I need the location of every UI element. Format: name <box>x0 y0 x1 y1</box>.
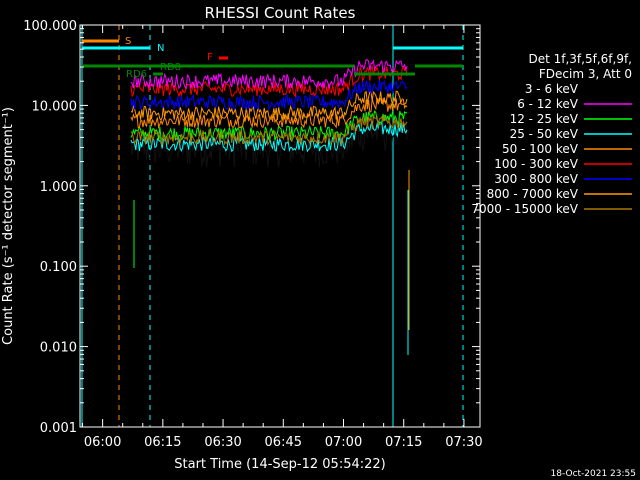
plot-frame <box>79 24 481 428</box>
legend-label: 100 - 300 keV <box>494 157 578 171</box>
series-line <box>130 97 408 130</box>
x-tick-label: 06:30 <box>204 435 241 450</box>
annotation-label: RD8 <box>160 62 181 73</box>
annotation-label: S <box>125 36 131 47</box>
legend-label: 50 - 100 keV <box>502 142 579 156</box>
legend-label: 12 - 25 keV <box>510 112 579 126</box>
x-axis: 06:00 06:15 06:30 06:45 07:00 07:15 07:30 <box>82 25 483 450</box>
legend-label: 25 - 50 keV <box>510 127 579 141</box>
x-tick-label: 06:15 <box>144 435 181 450</box>
series-line <box>130 58 408 90</box>
legend-label: 800 - 7000 keV <box>487 187 579 201</box>
y-tick-label: 10.000 <box>32 99 78 114</box>
series-line <box>130 114 408 147</box>
x-tick-label: 07:30 <box>445 435 482 450</box>
legend-title-line-1: Det 1f,3f,5f,6f,9f, <box>528 52 632 66</box>
annotation-label: F <box>207 52 213 63</box>
y-axis-label: Count Rate (s⁻¹ detector segment⁻¹) <box>1 107 16 345</box>
annotation-label: N <box>157 43 164 54</box>
y-tick-label: 100.000 <box>23 19 77 34</box>
legend-label: 300 - 800 keV <box>494 172 578 186</box>
series-line <box>130 64 408 98</box>
y-tick-label: 1.000 <box>40 180 77 195</box>
chart-title: RHESSI Count Rates <box>205 4 356 22</box>
y-tick-label: 0.001 <box>40 421 77 436</box>
legend-title-line-2: FDecim 3, Att 0 <box>539 67 632 81</box>
series-line <box>130 110 408 142</box>
series-line <box>130 79 408 111</box>
y-tick-label: 0.010 <box>40 341 77 356</box>
timestamp-footer: 18-Oct-2021 23:55 <box>551 469 636 479</box>
x-tick-label: 06:00 <box>84 435 121 450</box>
y-tick-label: 0.100 <box>40 260 77 275</box>
plot-area: S N RD8 RD6 F <box>81 25 464 427</box>
legend-label: 6 - 12 keV <box>517 97 579 111</box>
series-line <box>130 90 408 122</box>
x-tick-label: 06:45 <box>265 435 302 450</box>
x-tick-label: 07:00 <box>325 435 362 450</box>
y-axis: 100.000 10.000 1.000 0.100 0.010 0.001 <box>23 19 480 436</box>
legend-label: 7000 - 15000 keV <box>471 202 578 216</box>
x-axis-label: Start Time (14-Sep-12 05:54:22) <box>174 457 385 472</box>
x-tick-label: 07:15 <box>385 435 422 450</box>
annotation-label: RD6 <box>126 69 147 80</box>
legend: Det 1f,3f,5f,6f,9f, FDecim 3, Att 0 3 - … <box>471 52 632 216</box>
legend-label: 3 - 6 keV <box>525 82 579 96</box>
